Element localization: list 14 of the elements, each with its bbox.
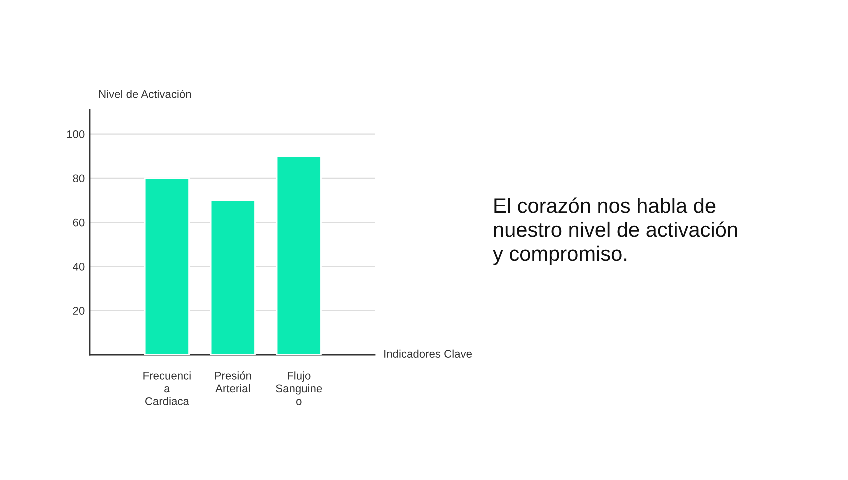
x-tick-label: Presión Arterial: [215, 372, 252, 393]
bar: [210, 200, 256, 355]
y-tick-label: 60: [73, 218, 85, 227]
bar: [276, 156, 322, 355]
text: El corazón nos habla de nuestro nivel de activación y compromiso.: [493, 198, 738, 266]
y-axis-title: Nivel de Activación: [99, 90, 192, 98]
x-tick-label: Frecuenci a Cardiaca: [144, 372, 191, 406]
y-tick-label: 40: [73, 262, 85, 271]
y-tick-label: 80: [73, 174, 85, 183]
x-axis-title: Indicadores Clave: [384, 350, 472, 358]
y-tick-label: 100: [67, 130, 85, 138]
x-tick-label: Flujo Sanguine o: [276, 372, 322, 406]
bar: [144, 178, 190, 355]
y-tick-label: 20: [73, 307, 85, 315]
